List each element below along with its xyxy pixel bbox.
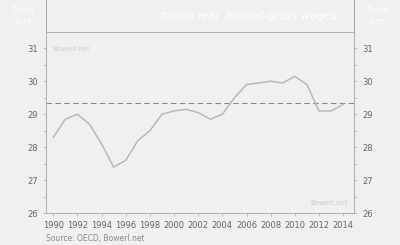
Text: Bowerl.net: Bowerl.net (52, 46, 90, 52)
Text: Thous
euro: Thous euro (366, 6, 388, 26)
Text: Source: OECD, Bowerl.net: Source: OECD, Bowerl.net (46, 233, 145, 243)
Text: Thous
euro: Thous euro (12, 6, 34, 26)
Text: Italian: Italian (160, 11, 198, 21)
Text: real: real (198, 11, 220, 21)
Text: annual gross wages: annual gross wages (222, 11, 336, 21)
Text: Bowerl.net: Bowerl.net (310, 200, 348, 206)
